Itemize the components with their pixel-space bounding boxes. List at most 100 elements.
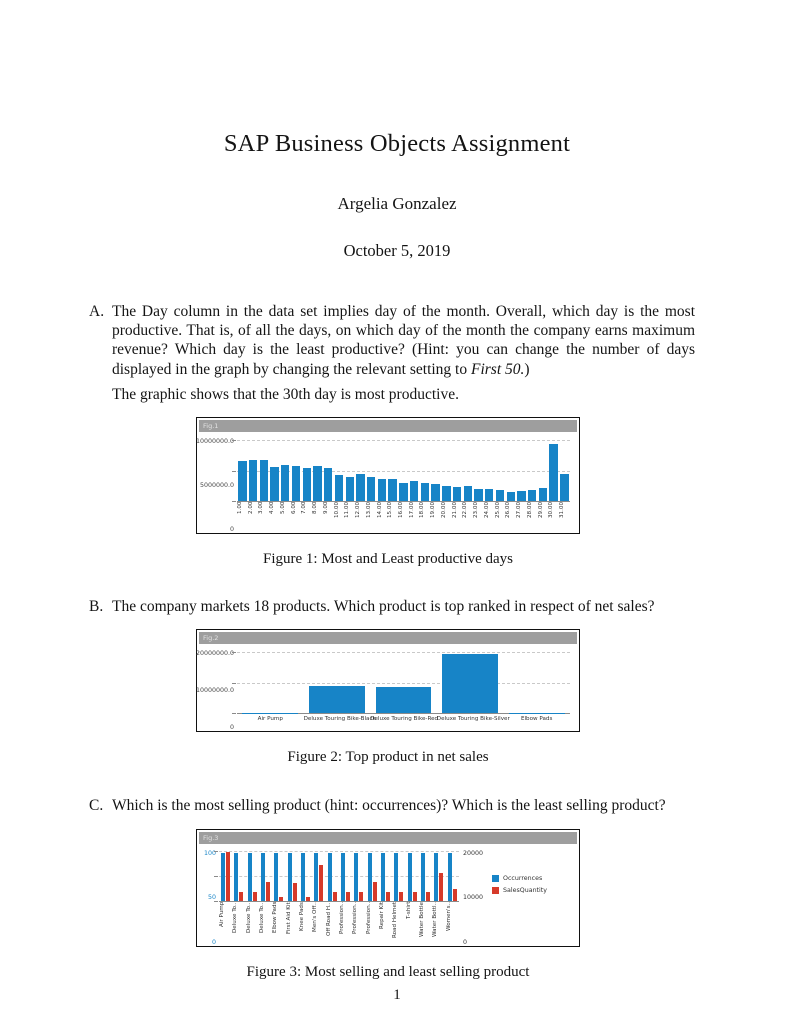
bar-occurrences — [381, 852, 386, 901]
bar-salesquantity — [239, 892, 244, 901]
question-a-hint-italic: First 50. — [471, 360, 525, 378]
bar-slot — [559, 437, 570, 502]
legend-item: Occurrences — [492, 874, 570, 882]
x-tick-label: 29.00 — [537, 502, 544, 519]
bar-occurrences — [287, 852, 292, 901]
axis-tick — [232, 440, 236, 442]
legend-label: Occurrences — [503, 874, 543, 882]
bar — [463, 486, 472, 502]
y-tick-label: 0 — [229, 724, 234, 732]
axis-tick — [214, 900, 218, 902]
bar-slot — [269, 437, 280, 502]
bar-occurrences — [394, 852, 399, 901]
bar-slot — [452, 437, 463, 502]
chart-1-header-label: Fig.1 — [203, 422, 219, 431]
bar-slot — [299, 849, 312, 901]
bar — [452, 487, 462, 502]
y-tick-label: 100 — [203, 849, 216, 857]
bar-occurrences — [234, 852, 239, 901]
question-a-answer: The graphic shows that the 30th day is m… — [112, 385, 459, 403]
x-tick-label: Deluxe To.. — [245, 901, 252, 933]
x-axis-labels: Air Pump Deluxe Touring Bike-Black Deluxe … — [237, 714, 570, 727]
x-axis-labels: 1.00 2.00 3.00 4.00 5.00 6.00 7.00 8.00 9.00 10.0… — [237, 502, 570, 529]
bar-salesquantity — [226, 852, 231, 901]
bar-slot — [441, 437, 452, 502]
bars-row — [237, 649, 570, 714]
x-tick-label: 7.00 — [301, 502, 308, 515]
bar-slot — [473, 437, 484, 502]
bar-salesquantity — [346, 892, 351, 901]
bar-occurrences — [247, 852, 252, 901]
bar-occurrences — [407, 852, 412, 901]
bar-slot — [248, 437, 259, 502]
x-tick-label: Deluxe Touring Bike-Red — [370, 716, 439, 723]
bar — [313, 466, 322, 502]
bar — [270, 466, 279, 502]
axis-tick — [232, 652, 236, 654]
plot-col: 1.00 2.00 3.00 4.00 5.00 6.00 7.00 8.00 9.00 10.0… — [232, 437, 570, 529]
bar-slot — [323, 437, 334, 502]
bar-slot — [503, 649, 570, 714]
figure-2-chart: Fig.2 20000000.0 10000000.0 0 Air Pump Delu… — [195, 629, 580, 733]
bar — [442, 485, 451, 502]
bar — [506, 491, 515, 502]
bar-slot — [398, 437, 409, 502]
x-tick-label: Profession.. — [365, 901, 372, 934]
figure-3-chart: Fig.3 100 50 0 Air Pump Deluxe To.. Deluxe T… — [196, 828, 580, 947]
bar-slot — [387, 437, 398, 502]
bar — [538, 488, 548, 502]
x-tick-label: First Aid Kit — [285, 901, 292, 934]
bar-occurrences — [314, 852, 319, 901]
bar-occurrences — [341, 852, 346, 901]
bar-slot — [259, 849, 272, 901]
x-tick-label: 6.00 — [290, 502, 297, 515]
y-tick-label: 5000000.0 — [199, 482, 234, 490]
x-tick-label: 13.00 — [365, 502, 372, 519]
x-axis-labels: Air Pump Deluxe To.. Deluxe To.. Deluxe To.… — [219, 902, 459, 942]
bar-slot — [339, 849, 352, 901]
bar-slot — [286, 849, 299, 901]
x-tick-label: 9.00 — [322, 502, 329, 515]
gridline — [237, 470, 570, 472]
x-tick-label: Road Helmet — [392, 901, 399, 938]
x-tick-label: 24.00 — [483, 502, 490, 519]
bar-salesquantity — [266, 882, 271, 901]
question-c-label: C. — [89, 797, 104, 815]
gridline — [219, 851, 459, 853]
bar-slot — [272, 849, 285, 901]
x-tick-label: Deluxe Touring Bike-Silver — [436, 716, 510, 723]
bar — [528, 490, 537, 502]
bar-slot — [419, 437, 430, 502]
question-b: B. The company markets 18 products. Whic… — [89, 597, 695, 616]
bar — [474, 488, 483, 502]
axis-tick — [214, 875, 218, 877]
bar — [302, 468, 311, 502]
question-c-text: Which is the most selling product (hint:… — [112, 797, 666, 815]
bar-slot — [462, 437, 473, 502]
chart-2-header: Fig.2 — [199, 632, 577, 645]
bar-slot — [304, 649, 371, 714]
x-tick-label: Women's.. — [445, 901, 452, 931]
chart-2-body: 20000000.0 10000000.0 0 Air Pump Deluxe Tou… — [195, 644, 577, 732]
x-tick-label: 23.00 — [473, 502, 480, 519]
bar — [345, 476, 354, 502]
x-tick-label: 30.00 — [548, 502, 555, 519]
y-tick-label: 10000000.0 — [195, 687, 234, 695]
x-tick-label: 28.00 — [526, 502, 533, 519]
bar-slot — [516, 437, 527, 502]
bar — [549, 444, 558, 502]
x-tick-label: Water Bottle — [418, 901, 425, 937]
y-tick-label: 0 — [211, 938, 216, 946]
x-tick-label: 18.00 — [419, 502, 426, 519]
question-c: C. Which is the most selling product (hi… — [89, 796, 695, 815]
x-tick-label: 14.00 — [376, 502, 383, 519]
bar — [356, 474, 365, 502]
bar — [431, 484, 440, 502]
bar-slot — [430, 437, 441, 502]
bar-slot — [548, 437, 559, 502]
bar-slot — [326, 849, 339, 901]
bar — [375, 687, 432, 714]
bar-slot — [446, 849, 459, 901]
x-tick-label: Deluxe Touring Bike-Black — [303, 716, 376, 723]
x-tick-label: Elbow Pads — [520, 716, 553, 723]
